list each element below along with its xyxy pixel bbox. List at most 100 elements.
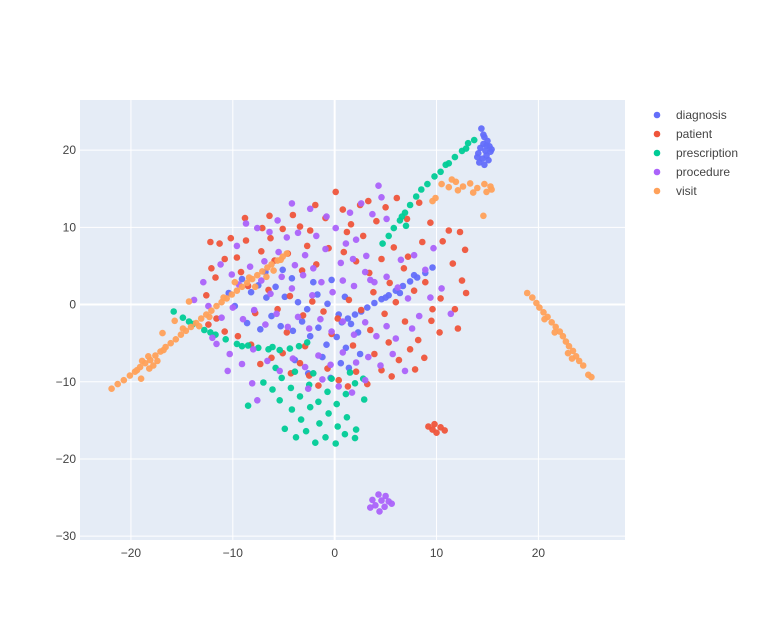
point-patient	[422, 278, 429, 286]
point-procedure	[248, 380, 256, 387]
point-visit	[150, 362, 157, 369]
point-visit	[277, 256, 285, 264]
point-patient	[415, 199, 423, 206]
legend-item-diagnosis[interactable]: diagnosis	[653, 108, 727, 122]
point-visit	[536, 304, 543, 311]
point-visit	[206, 313, 213, 321]
point-visit	[483, 188, 490, 196]
legend-marker	[653, 168, 661, 176]
point-diagnosis	[488, 146, 495, 153]
point-patient	[370, 288, 377, 296]
point-patient	[421, 354, 428, 362]
point-patient	[258, 248, 265, 255]
point-diagnosis	[272, 283, 279, 291]
point-patient	[234, 332, 242, 340]
legend-item-visit[interactable]: visit	[653, 184, 698, 198]
point-procedure	[388, 500, 396, 508]
point-procedure	[239, 315, 247, 323]
point-patient	[385, 339, 393, 346]
point-visit	[588, 373, 595, 381]
point-procedure	[376, 508, 383, 515]
legend-item-procedure[interactable]: procedure	[653, 165, 731, 179]
point-diagnosis	[364, 304, 371, 311]
point-visit	[283, 250, 291, 257]
legend-marker	[653, 130, 661, 138]
point-visit	[208, 307, 215, 315]
point-prescription	[286, 345, 294, 352]
legend-item-patient[interactable]: patient	[653, 127, 713, 141]
point-diagnosis	[410, 271, 418, 279]
point-procedure	[313, 232, 320, 240]
y-tick-label: 0	[69, 298, 76, 312]
point-diagnosis	[324, 300, 331, 308]
point-patient	[343, 228, 351, 236]
point-patient	[334, 315, 342, 322]
point-diagnosis	[481, 161, 488, 169]
point-procedure	[375, 182, 382, 189]
point-patient	[306, 227, 314, 234]
point-prescription	[170, 308, 177, 315]
legend-marker	[653, 187, 661, 195]
point-diagnosis	[268, 312, 275, 320]
point-patient	[458, 277, 466, 284]
legend-item-prescription[interactable]: prescription	[653, 146, 738, 160]
point-prescription	[260, 379, 267, 386]
point-procedure	[253, 397, 261, 404]
point-patient	[221, 255, 228, 263]
point-prescription	[406, 201, 414, 209]
point-visit	[565, 342, 573, 350]
point-procedure	[350, 282, 358, 290]
point-visit	[243, 279, 251, 287]
point-visit	[480, 212, 487, 220]
point-patient	[373, 217, 380, 225]
point-prescription	[437, 168, 444, 176]
point-prescription	[233, 340, 241, 348]
point-procedure	[318, 278, 325, 286]
series-diagnosis	[225, 125, 495, 382]
point-visit	[548, 319, 555, 326]
point-visit	[231, 278, 239, 286]
point-patient	[461, 246, 469, 254]
point-procedure	[329, 288, 336, 296]
point-patient	[221, 328, 228, 335]
point-patient	[296, 223, 304, 230]
legend-label: visit	[676, 184, 697, 198]
point-prescription	[310, 370, 317, 377]
point-patient	[427, 219, 434, 226]
point-patient	[414, 336, 422, 344]
point-prescription	[442, 161, 450, 169]
point-patient	[213, 315, 220, 322]
point-patient	[445, 227, 453, 234]
point-prescription	[276, 346, 284, 354]
point-patient	[386, 279, 394, 287]
point-prescription	[431, 173, 438, 180]
point-visit	[540, 309, 547, 316]
point-patient	[395, 356, 403, 364]
point-patient	[388, 373, 396, 380]
plot-background	[80, 100, 625, 540]
point-prescription	[281, 425, 289, 433]
point-procedure	[328, 328, 335, 335]
point-diagnosis	[257, 326, 264, 333]
point-procedure	[304, 385, 312, 393]
point-procedure	[383, 322, 390, 330]
point-diagnosis	[315, 324, 322, 332]
point-visit	[541, 315, 548, 323]
point-patient	[393, 194, 401, 202]
point-prescription	[322, 434, 329, 441]
point-diagnosis	[429, 264, 436, 271]
point-patient	[340, 248, 348, 256]
point-procedure	[315, 352, 322, 359]
point-diagnosis	[298, 318, 306, 325]
point-patient	[390, 244, 398, 251]
point-procedure	[242, 220, 250, 227]
point-procedure	[213, 340, 220, 348]
y-tick-label: −30	[56, 529, 77, 543]
point-procedure	[322, 245, 329, 253]
point-procedure	[447, 310, 455, 318]
legend-label: patient	[676, 127, 713, 141]
point-patient	[259, 224, 266, 232]
y-tick-label: 20	[63, 143, 77, 157]
point-procedure	[361, 376, 369, 384]
point-procedure	[339, 349, 347, 356]
